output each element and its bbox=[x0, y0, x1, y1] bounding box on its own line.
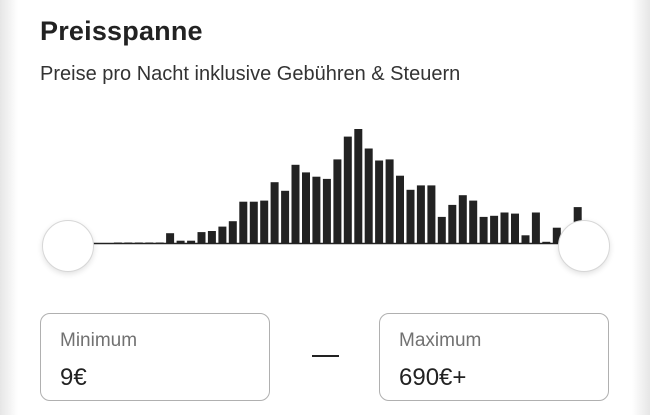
histogram-bar bbox=[239, 201, 248, 244]
histogram-bar bbox=[124, 242, 133, 244]
histogram-bar bbox=[375, 160, 384, 244]
histogram-bar bbox=[166, 233, 175, 244]
histogram-bar bbox=[385, 159, 394, 244]
histogram-bar bbox=[416, 185, 425, 244]
minimum-label: Minimum bbox=[60, 330, 138, 351]
histogram-bar bbox=[291, 164, 300, 244]
histogram-bar bbox=[249, 201, 258, 244]
histogram-bar bbox=[187, 240, 196, 244]
range-separator-dash bbox=[312, 355, 339, 357]
histogram-bar bbox=[511, 213, 519, 244]
histogram-bar bbox=[364, 148, 373, 244]
histogram-bar bbox=[260, 200, 269, 244]
min-price-slider-handle[interactable] bbox=[42, 220, 94, 272]
histogram-bar bbox=[396, 175, 404, 244]
max-price-slider-handle[interactable] bbox=[558, 220, 610, 272]
minimum-value[interactable]: 9€ bbox=[60, 364, 87, 391]
section-title: Preisspanne bbox=[40, 16, 203, 46]
histogram-bar bbox=[343, 136, 352, 244]
histogram-bar bbox=[521, 235, 530, 244]
histogram-bar bbox=[134, 242, 143, 244]
histogram-bar bbox=[281, 190, 290, 244]
section-subtitle: Preise pro Nacht inklusive Gebühren & St… bbox=[40, 63, 461, 85]
maximum-label: Maximum bbox=[399, 330, 482, 351]
histogram-bar bbox=[542, 241, 551, 244]
histogram-bar bbox=[552, 227, 561, 244]
histogram-bar bbox=[437, 216, 446, 244]
histogram-bar bbox=[458, 195, 467, 244]
histogram-bar bbox=[354, 129, 363, 244]
histogram-bar bbox=[218, 226, 227, 244]
histogram-bar bbox=[427, 185, 436, 244]
histogram-bar bbox=[531, 212, 540, 244]
histogram-bar bbox=[406, 189, 415, 244]
right-edge-shadow bbox=[632, 0, 650, 415]
histogram-bar bbox=[500, 212, 509, 244]
price-histogram-svg bbox=[93, 129, 603, 245]
histogram-bar bbox=[197, 232, 206, 244]
minimum-price-field[interactable]: Minimum 9€ bbox=[40, 313, 270, 401]
histogram-bar bbox=[490, 215, 499, 244]
histogram-bar bbox=[176, 240, 185, 244]
histogram-bar bbox=[479, 216, 488, 244]
histogram-bar bbox=[113, 242, 122, 244]
histogram-bar bbox=[469, 200, 478, 244]
histogram-bar bbox=[155, 242, 164, 244]
maximum-price-field[interactable]: Maximum 690€+ bbox=[379, 313, 609, 401]
histogram-bar bbox=[302, 172, 310, 244]
histogram-bar bbox=[145, 242, 154, 244]
price-histogram bbox=[93, 129, 603, 245]
histogram-bar bbox=[207, 231, 216, 244]
maximum-value[interactable]: 690€+ bbox=[399, 364, 467, 391]
histogram-bar bbox=[312, 176, 321, 244]
histogram-bar bbox=[270, 182, 279, 244]
histogram-bar bbox=[448, 204, 457, 244]
histogram-bar bbox=[333, 159, 342, 244]
histogram-bar bbox=[228, 221, 237, 244]
left-edge-shadow bbox=[0, 0, 18, 415]
histogram-bar bbox=[322, 178, 331, 244]
